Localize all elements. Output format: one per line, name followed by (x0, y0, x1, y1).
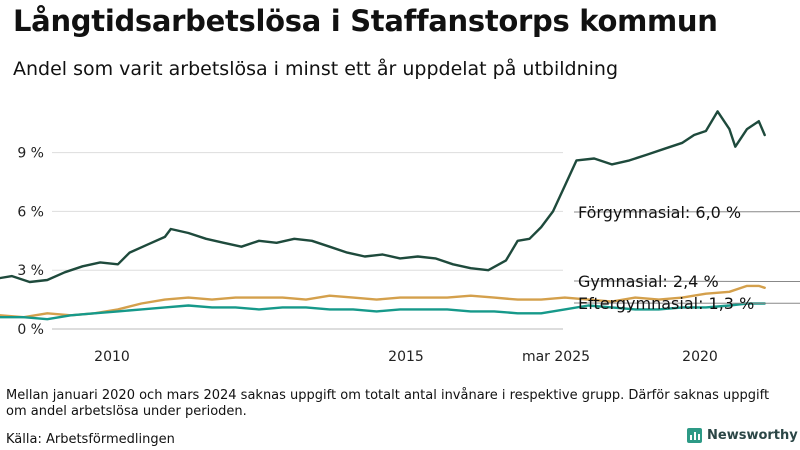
end-label-förgymnasial: Förgymnasial: 6,0 % (578, 203, 741, 222)
y-tick-label: 0 % (17, 322, 44, 338)
chart-subtitle: Andel som varit arbetslösa i minst ett å… (13, 58, 619, 80)
y-tick-label: 3 % (17, 263, 44, 279)
chart-title: Långtidsarbetslösa i Staffanstorps kommu… (13, 4, 718, 38)
footnote: Mellan januari 2020 och mars 2024 saknas… (6, 388, 770, 419)
end-label-eftergymnasial: Eftergymnasial: 1,3 % (578, 294, 754, 313)
y-tick-label: 9 % (17, 146, 44, 162)
series-line-gymnasial (0, 284, 766, 319)
end-label-gymnasial: Gymnasial: 2,4 % (578, 272, 719, 291)
label-connector (573, 280, 800, 283)
label-connector (573, 302, 800, 304)
bar-chart-icon (687, 428, 702, 443)
x-tick-label: 2015 (388, 349, 424, 365)
series-line-förgymnasial (0, 110, 766, 284)
label-connector (573, 211, 800, 213)
x-tick-label: 2020 (682, 349, 718, 365)
series-line-eftergymnasial (0, 302, 766, 321)
source-note: Källa: Arbetsförmedlingen (6, 432, 175, 447)
line-chart: 0 % 3 % 6 % 9 % 2010 2015 2020 mar 2025 Förgymna… (0, 110, 800, 365)
x-tick-label: mar 2025 (522, 349, 590, 365)
logo-text: Newsworthy (707, 428, 798, 443)
newsworthy-logo: Newsworthy (687, 428, 798, 443)
y-tick-label: 6 % (17, 204, 44, 220)
x-tick-label: 2010 (94, 349, 130, 365)
